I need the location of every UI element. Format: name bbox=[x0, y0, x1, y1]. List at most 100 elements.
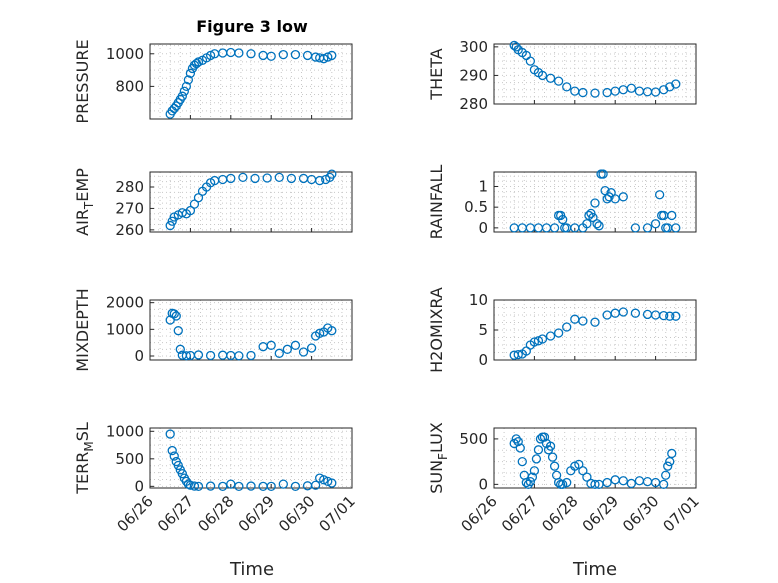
data-point bbox=[578, 87, 588, 98]
y-axis-label: SUNFLUX bbox=[427, 422, 450, 494]
data-point bbox=[226, 173, 236, 184]
x-tick-label: 06/26 bbox=[114, 492, 157, 535]
data-point bbox=[327, 478, 337, 488]
data-point bbox=[642, 223, 653, 233]
x-tick-label: 06/28 bbox=[194, 492, 237, 535]
data-point bbox=[626, 83, 637, 93]
data-point bbox=[553, 76, 564, 86]
data-point bbox=[315, 328, 325, 338]
air-temp-panel: 260 270 280 AIRTEMP bbox=[73, 168, 353, 239]
data-point bbox=[290, 340, 301, 350]
data-point bbox=[590, 317, 600, 327]
data-point bbox=[327, 326, 337, 336]
data-point bbox=[238, 172, 248, 183]
x-tick-label: 06/30 bbox=[619, 492, 662, 535]
data-point bbox=[594, 221, 604, 231]
y-tick-label: 1000 bbox=[106, 45, 144, 63]
y-tick-label: 5 bbox=[478, 321, 488, 339]
data-point bbox=[574, 459, 584, 470]
y-axis-label: TERRMSL bbox=[73, 422, 96, 495]
mixdepth-panel: 0 1000 2000 MIXDEPTH bbox=[73, 288, 353, 372]
data-point bbox=[545, 331, 556, 341]
axes-border bbox=[493, 171, 697, 233]
data-point bbox=[173, 460, 183, 471]
y-tick-label: 10 bbox=[469, 291, 488, 309]
y-tick-label: 500 bbox=[115, 450, 144, 468]
y-tick-label: 500 bbox=[459, 430, 488, 448]
data-point bbox=[290, 49, 301, 60]
data-point bbox=[189, 481, 200, 491]
data-point bbox=[165, 429, 175, 439]
data-point bbox=[545, 441, 556, 451]
data-point bbox=[667, 210, 677, 221]
data-point bbox=[582, 219, 592, 229]
data-point bbox=[523, 479, 533, 490]
data-point bbox=[650, 87, 661, 97]
data-point bbox=[650, 219, 661, 229]
data-point bbox=[592, 219, 602, 229]
data-point bbox=[193, 481, 204, 491]
data-point bbox=[250, 173, 260, 184]
data-point bbox=[547, 452, 558, 462]
data-point bbox=[590, 479, 600, 490]
data-point bbox=[205, 481, 216, 491]
y-tick-label: 0 bbox=[478, 351, 488, 369]
figure-title: Figure 3 low bbox=[196, 17, 308, 36]
data-point bbox=[630, 308, 641, 318]
data-point bbox=[193, 193, 204, 203]
data-point bbox=[529, 337, 540, 347]
data-point bbox=[262, 173, 272, 183]
y-tick-label: 800 bbox=[115, 77, 144, 95]
data-point bbox=[185, 205, 196, 216]
axes-border bbox=[149, 427, 353, 489]
data-point bbox=[175, 344, 185, 354]
data-point bbox=[310, 480, 321, 490]
rainfall-panel: 0 0.5 1 RAINFALL bbox=[427, 165, 697, 240]
y-tick-label: 260 bbox=[115, 221, 144, 239]
data-point bbox=[525, 476, 536, 487]
y-axis-label: THETA bbox=[427, 48, 446, 100]
x-axis-label-left: Time bbox=[229, 559, 274, 580]
data-point bbox=[539, 432, 550, 442]
data-point bbox=[282, 344, 293, 354]
data-point bbox=[185, 68, 196, 78]
data-point bbox=[319, 54, 329, 64]
data-point bbox=[517, 456, 527, 467]
data-point bbox=[171, 311, 181, 321]
data-point bbox=[667, 448, 677, 459]
x-tick-label: 06/29 bbox=[579, 492, 622, 535]
data-point bbox=[177, 469, 187, 479]
data-point bbox=[590, 198, 600, 208]
data-point bbox=[537, 70, 548, 81]
y-axis-label: RAINFALL bbox=[427, 165, 446, 240]
data-point bbox=[562, 477, 572, 488]
data-point bbox=[527, 472, 538, 482]
x-tick-label: 06/27 bbox=[154, 492, 197, 535]
pressure-panel: 800 1000 PRESSURE bbox=[73, 39, 353, 124]
data-point bbox=[578, 466, 588, 476]
data-point bbox=[618, 476, 628, 486]
axes-border bbox=[149, 43, 353, 120]
data-point bbox=[618, 307, 628, 317]
data-point bbox=[511, 434, 521, 444]
data-point bbox=[618, 192, 628, 202]
data-point bbox=[663, 461, 673, 471]
data-point bbox=[179, 86, 189, 96]
data-point bbox=[298, 347, 309, 357]
x-tick-label: 06/28 bbox=[538, 492, 581, 535]
y-tick-label: 1000 bbox=[106, 422, 144, 440]
data-point bbox=[665, 311, 675, 321]
x-tick-label: 06/30 bbox=[275, 492, 318, 535]
data-point bbox=[189, 199, 200, 209]
y-tick-label: 0.5 bbox=[464, 198, 488, 216]
data-point bbox=[315, 473, 325, 483]
data-point bbox=[602, 477, 612, 488]
y-tick-label: 280 bbox=[115, 178, 144, 196]
y-tick-label: 2000 bbox=[106, 294, 144, 312]
data-point bbox=[558, 214, 568, 225]
y-tick-label: 280 bbox=[459, 95, 488, 113]
theta-panel: 280 290 300 THETA bbox=[427, 38, 697, 113]
data-point bbox=[590, 88, 600, 98]
data-point bbox=[278, 49, 288, 60]
